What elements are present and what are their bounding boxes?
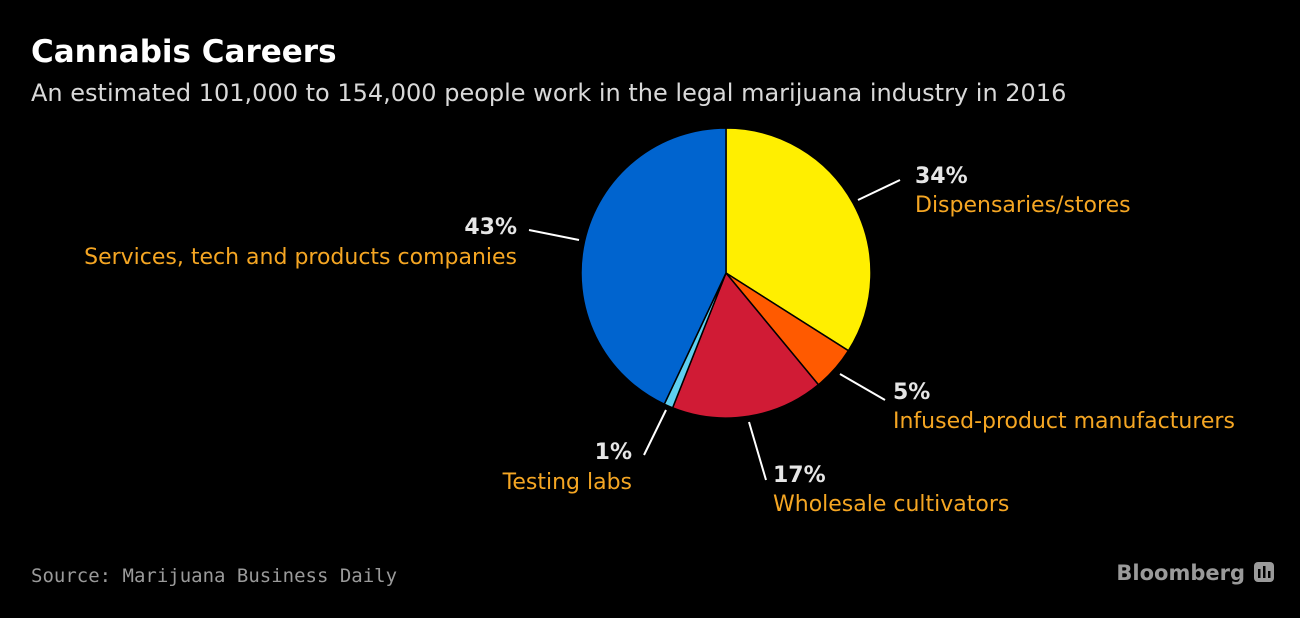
leader-line-dispensaries (857, 179, 901, 201)
chart-title: Cannabis Careers (31, 34, 337, 70)
leader-line-services (528, 229, 580, 241)
slice-label-infused: Infused-product manufacturers (893, 409, 1235, 434)
leader-line-infused (839, 373, 886, 401)
slice-label-testing: Testing labs (502, 470, 632, 495)
source-note: Source: Marijuana Business Daily (31, 565, 397, 587)
leader-line-testing (643, 409, 667, 456)
bloomberg-terminal-icon (1254, 562, 1274, 582)
pie-slice-wholesale-cultivators (671, 271, 820, 419)
chart-subtitle: An estimated 101,000 to 154,000 people w… (31, 79, 1066, 107)
slice-pct-services: 43% (464, 215, 517, 240)
pie-slices (580, 127, 872, 419)
slice-pct-wholesale: 17% (773, 463, 826, 488)
slice-pct-dispensaries: 34% (915, 164, 968, 189)
slice-pct-infused: 5% (893, 380, 930, 405)
slice-label-services: Services, tech and products companies (84, 245, 517, 270)
slice-label-wholesale: Wholesale cultivators (773, 492, 1009, 517)
leader-line-wholesale (748, 421, 767, 481)
slice-label-dispensaries: Dispensaries/stores (915, 193, 1131, 218)
pie-slice-services-tech-and-products-companies (580, 127, 727, 406)
brand-logo: Bloomberg (1116, 561, 1245, 585)
slice-pct-testing: 1% (595, 440, 632, 465)
pie-slice-dispensaries-stores (725, 127, 872, 352)
